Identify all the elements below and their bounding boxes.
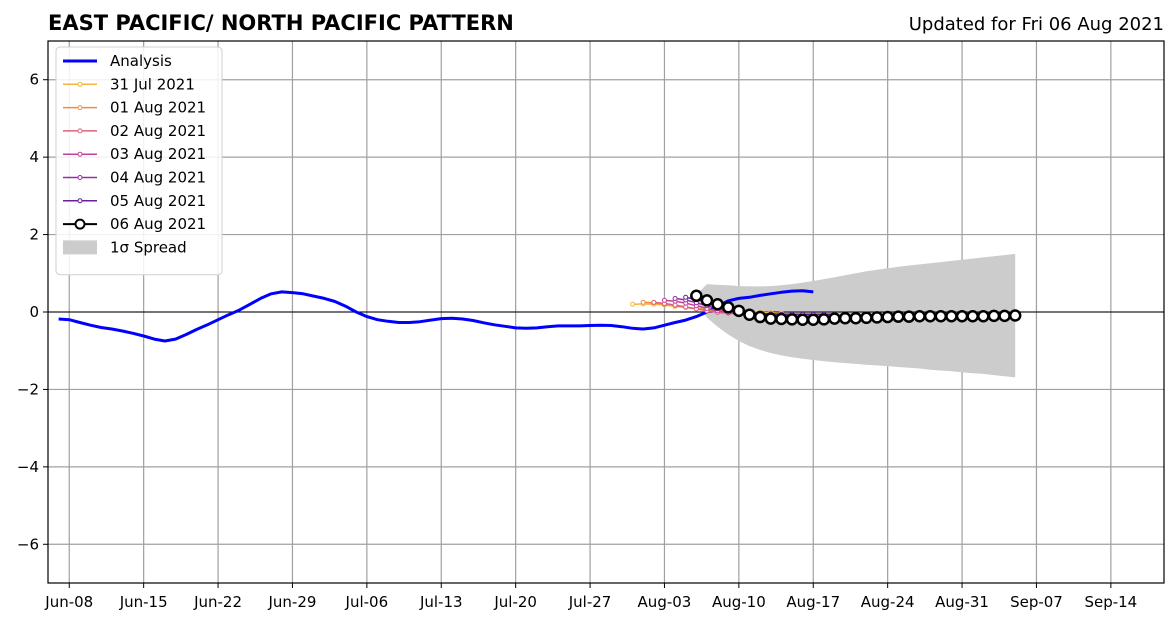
x-tick-label: Jul-27 xyxy=(568,593,612,611)
y-tick-label: −4 xyxy=(17,458,39,476)
forecast-point xyxy=(977,310,990,323)
forecast-point xyxy=(700,294,714,307)
forecast-point xyxy=(672,295,678,301)
forecast-point xyxy=(923,310,937,323)
legend-label: 1σ Spread xyxy=(110,238,187,256)
analysis-line xyxy=(58,289,814,343)
legend-swatch-marker xyxy=(74,218,86,230)
legend-swatch-marker xyxy=(77,151,83,157)
forecast-point xyxy=(796,313,809,326)
forecast-point xyxy=(870,311,884,324)
legend-swatch-spread xyxy=(63,240,97,255)
forecast-point xyxy=(998,309,1011,323)
forecast-point xyxy=(683,294,689,300)
forecast-point xyxy=(860,311,873,325)
chart-title: EAST PACIFIC/ NORTH PACIFIC PATTERN xyxy=(48,11,514,35)
forecast-point xyxy=(661,297,667,303)
legend-label: 05 Aug 2021 xyxy=(110,192,206,210)
x-tick-label: Jul-20 xyxy=(493,593,537,611)
forecast-point xyxy=(651,299,657,305)
forecast-point xyxy=(817,313,831,326)
y-tick-label: 6 xyxy=(29,71,39,89)
forecast-point xyxy=(828,312,841,325)
forecast-point xyxy=(711,298,724,311)
x-tick-label: Jun-15 xyxy=(119,593,168,611)
forecast-point xyxy=(1008,309,1022,322)
forecast-point xyxy=(775,312,788,326)
x-tick-label: Sep-07 xyxy=(1010,593,1063,611)
x-tick-label: Jul-13 xyxy=(419,593,463,611)
forecast-series-2021-08-06 xyxy=(690,289,1022,326)
x-tick-label: Sep-14 xyxy=(1084,593,1137,611)
x-tick-label: Aug-24 xyxy=(861,593,915,611)
y-axis-ticks: −6 −4 −2 0 2 4 6 xyxy=(17,71,48,553)
y-tick-label: −6 xyxy=(17,535,39,553)
y-tick-label: −2 xyxy=(17,380,39,398)
forecast-point xyxy=(913,310,926,323)
forecast-point xyxy=(987,309,1001,323)
forecast-point xyxy=(732,304,746,318)
forecast-point xyxy=(807,313,820,326)
legend-box xyxy=(55,46,223,276)
y-tick-label: 2 xyxy=(29,226,39,244)
forecast-point xyxy=(764,312,777,325)
series-layer xyxy=(58,289,1022,343)
legend-label: 03 Aug 2021 xyxy=(110,145,206,163)
forecast-point xyxy=(785,313,799,326)
legend-swatch-marker xyxy=(77,198,83,204)
x-tick-label: Jun-22 xyxy=(193,593,242,611)
x-tick-label: Jun-29 xyxy=(267,593,316,611)
legend-label: 02 Aug 2021 xyxy=(110,122,206,140)
x-tick-label: Aug-10 xyxy=(712,593,766,611)
x-axis-ticks: Jun-08 Jun-15 Jun-22 Jun-29 Jul-06 Jul-13 Jul-… xyxy=(44,583,1137,611)
legend-swatch-marker xyxy=(77,175,83,180)
forecast-point xyxy=(640,299,646,305)
legend-label: Analysis xyxy=(110,52,172,70)
forecast-point xyxy=(881,310,894,324)
forecast-point xyxy=(892,310,905,323)
y-tick-label: 0 xyxy=(29,303,39,321)
forecast-point xyxy=(690,289,703,302)
forecast-point xyxy=(934,310,948,323)
x-tick-label: Jun-08 xyxy=(44,593,93,611)
legend-label: 01 Aug 2021 xyxy=(110,99,206,117)
chart-subtitle: Updated for Fri 06 Aug 2021 xyxy=(909,14,1164,35)
forecast-point xyxy=(838,311,852,325)
legend-label: 31 Jul 2021 xyxy=(110,75,195,93)
x-tick-label: Aug-03 xyxy=(638,593,692,611)
forecast-point xyxy=(849,311,863,325)
forecast-point xyxy=(721,301,735,314)
forecast-point xyxy=(630,301,636,307)
x-tick-label: Aug-17 xyxy=(786,593,840,611)
legend-label: 04 Aug 2021 xyxy=(110,169,206,187)
forecast-point xyxy=(902,310,916,323)
x-tick-label: Jul-06 xyxy=(345,593,389,611)
forecast-point xyxy=(753,310,767,324)
legend-swatch-marker xyxy=(77,105,83,111)
x-tick-label: Aug-31 xyxy=(935,593,989,611)
legend: Analysis 31 Jul 2021 01 Aug 2021 02 Aug 202… xyxy=(55,46,223,276)
forecast-point xyxy=(955,310,969,323)
y-tick-label: 4 xyxy=(29,148,39,166)
legend-swatch-marker xyxy=(77,128,83,134)
forecast-point xyxy=(743,308,756,321)
forecast-point xyxy=(945,310,958,323)
forecast-point xyxy=(966,310,979,323)
legend-swatch-marker xyxy=(77,81,83,87)
legend-label: 06 Aug 2021 xyxy=(110,215,206,233)
